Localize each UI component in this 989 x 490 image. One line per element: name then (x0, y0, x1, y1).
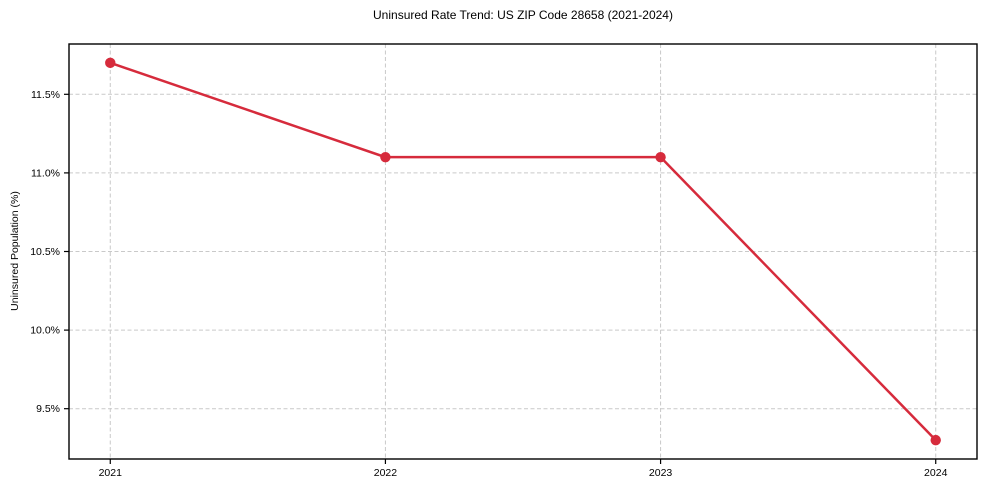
y-tick-label: 10.5% (30, 246, 60, 258)
chart-title: Uninsured Rate Trend: US ZIP Code 28658 … (373, 8, 673, 22)
x-tick-label: 2021 (99, 467, 123, 479)
data-point-marker (380, 151, 391, 163)
trend-line (109, 61, 937, 442)
y-tick-label: 11.0% (31, 167, 60, 179)
y-tick-label: 10.0% (30, 325, 60, 337)
y-tick-label: 11.5% (31, 89, 60, 101)
data-point-marker (105, 57, 116, 69)
x-tick-label: 2024 (924, 467, 948, 479)
data-point-marker (655, 151, 666, 163)
y-tick-label: 9.5% (36, 403, 60, 415)
data-point-marker (930, 434, 941, 446)
x-tick-label: 2023 (649, 467, 673, 479)
plot-frame (68, 43, 978, 460)
x-tick-label: 2022 (374, 467, 398, 479)
